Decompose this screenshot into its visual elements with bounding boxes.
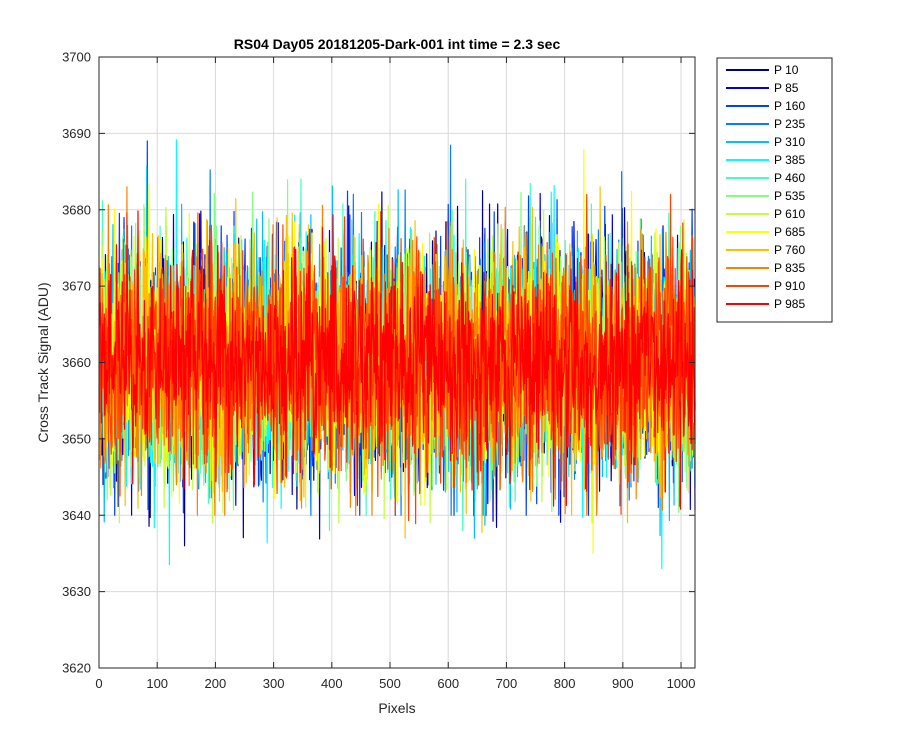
legend-label: P 235 [774, 117, 805, 131]
x-tick-label: 0 [95, 676, 102, 691]
x-tick-label: 600 [437, 676, 459, 691]
y-tick-label: 3690 [62, 126, 91, 141]
y-tick-label: 3700 [62, 50, 91, 65]
x-tick-label: 500 [379, 676, 401, 691]
y-tick-label: 3670 [62, 279, 91, 294]
legend-label: P 760 [774, 243, 805, 257]
x-tick-label: 100 [146, 676, 168, 691]
legend-label: P 160 [774, 99, 805, 113]
y-axis: 3620 3630 3640 3650 3660 3670 3680 3690 3700 [62, 50, 695, 676]
legend-label: P 310 [774, 135, 805, 149]
series-line-p910 [98, 193, 696, 525]
legend-label: P 385 [774, 153, 805, 167]
legend-label: P 535 [774, 189, 805, 203]
y-axis-label: Cross Track Signal (ADU) [35, 282, 51, 442]
legend-label: P 85 [774, 81, 799, 95]
y-tick-label: 3640 [62, 508, 91, 523]
legend-label: P 910 [774, 279, 805, 293]
y-tick-label: 3650 [62, 431, 91, 446]
y-tick-label: 3620 [62, 661, 91, 676]
legend-box [716, 57, 833, 323]
x-axis: 0 100 200 300 400 500 600 700 800 900 1000 [95, 57, 695, 691]
legend-label: P 610 [774, 207, 805, 221]
legend-label: P 685 [774, 225, 805, 239]
series-line-p985 [98, 210, 696, 510]
legend: P 10 P 85 P 160 P 235 P 310 P 385 P 460 P 535 P … [716, 57, 833, 323]
x-tick-label: 1000 [667, 676, 696, 691]
y-tick-label: 3630 [62, 584, 91, 599]
legend-label: P 835 [774, 261, 805, 275]
y-tick-label: 3680 [62, 202, 91, 217]
y-tick-label: 3660 [62, 355, 91, 370]
x-tick-label: 700 [496, 676, 518, 691]
x-tick-label: 400 [321, 676, 343, 691]
x-axis-label: Pixels [378, 700, 415, 716]
legend-label: P 10 [774, 63, 799, 77]
x-tick-label: 300 [263, 676, 285, 691]
chart-title: RS04 Day05 20181205-Dark-001 int time = … [234, 36, 561, 52]
series-layer [98, 139, 696, 570]
legend-label: P 460 [774, 171, 805, 185]
legend-label: P 985 [774, 297, 805, 311]
x-tick-label: 800 [554, 676, 576, 691]
x-tick-label: 900 [612, 676, 634, 691]
x-tick-label: 200 [205, 676, 227, 691]
